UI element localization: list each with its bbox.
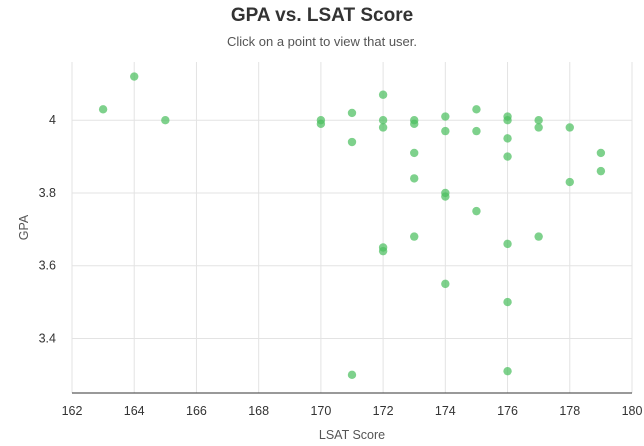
data-point[interactable] (410, 148, 419, 158)
data-point[interactable] (441, 126, 450, 136)
x-tick-label: 162 (62, 404, 83, 418)
data-point[interactable] (596, 148, 606, 158)
x-tick-label: 166 (186, 404, 207, 418)
data-point[interactable] (503, 239, 512, 249)
data-point[interactable] (441, 279, 450, 289)
x-tick-label: 164 (124, 404, 145, 418)
data-point[interactable] (534, 232, 543, 241)
data-point[interactable] (472, 206, 481, 216)
x-tick-label: 168 (248, 404, 269, 418)
x-axis-label: LSAT Score (319, 428, 385, 442)
data-point[interactable] (130, 72, 139, 81)
data-point[interactable] (565, 177, 574, 187)
x-tick-label: 174 (435, 404, 456, 418)
x-tick-label: 180 (622, 404, 643, 418)
chart-title: GPA vs. LSAT Score (230, 5, 414, 26)
data-point[interactable] (503, 297, 512, 307)
data-point[interactable] (503, 366, 512, 376)
y-tick-label: 3.4 (39, 331, 56, 345)
data-point[interactable] (347, 370, 357, 380)
data-point[interactable] (534, 115, 543, 125)
data-point[interactable] (503, 152, 512, 161)
data-point[interactable] (472, 105, 481, 114)
data-point[interactable] (347, 137, 357, 147)
x-tick-label: 176 (497, 404, 518, 418)
data-point[interactable] (472, 126, 481, 136)
data-point[interactable] (596, 166, 606, 176)
data-point[interactable] (378, 115, 388, 125)
data-point[interactable] (410, 232, 419, 241)
y-tick-label: 4 (49, 113, 56, 127)
data-point[interactable] (378, 123, 388, 132)
chart-subtitle: Click on a point to view that user. (226, 34, 418, 49)
data-point[interactable] (441, 192, 450, 201)
data-point[interactable] (503, 115, 512, 125)
data-point[interactable] (565, 123, 574, 132)
data-point[interactable] (503, 134, 512, 143)
x-tick-label: 178 (559, 404, 580, 418)
data-point[interactable] (316, 119, 326, 129)
data-point[interactable] (378, 246, 388, 256)
y-axis-label: GPA (17, 214, 31, 240)
data-point[interactable] (410, 174, 419, 183)
data-point[interactable] (534, 123, 543, 132)
x-tick-label: 172 (373, 404, 394, 418)
data-point[interactable] (347, 108, 357, 118)
data-point[interactable] (441, 112, 450, 121)
x-tick-label: 170 (310, 404, 331, 418)
data-point[interactable] (378, 90, 388, 99)
y-tick-label: 3.6 (39, 259, 56, 273)
y-tick-label: 3.8 (39, 186, 56, 200)
data-point[interactable] (161, 115, 170, 125)
data-point[interactable] (98, 105, 108, 114)
data-point[interactable] (410, 119, 419, 129)
